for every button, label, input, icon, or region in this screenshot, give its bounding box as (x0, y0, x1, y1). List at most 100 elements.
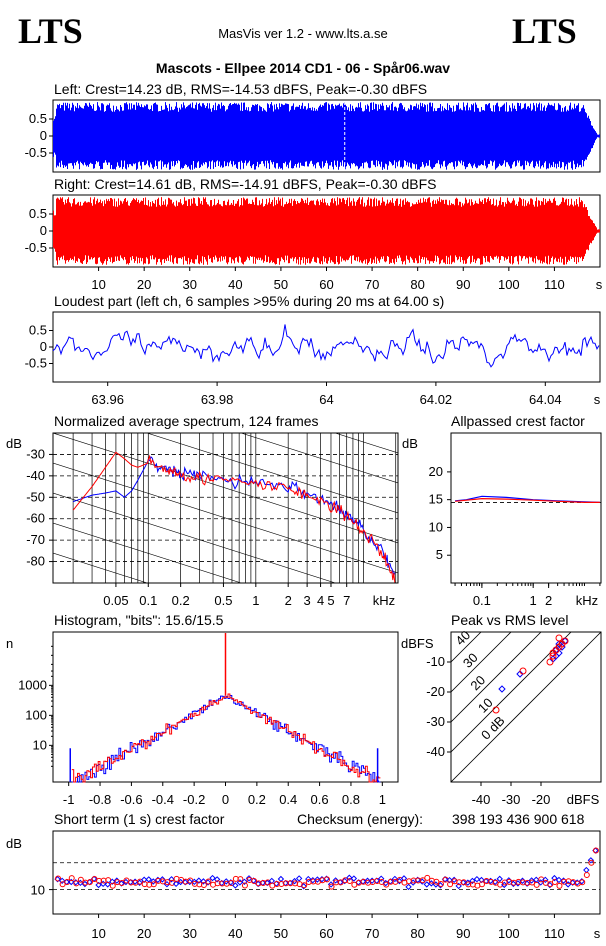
short-term-crest-point-right (328, 883, 335, 890)
spectrum-xtick-label: 0.1 (139, 593, 157, 608)
short-term-crest-point-right (588, 859, 595, 866)
short-term-crest-xtick-label: 80 (410, 926, 424, 941)
histogram-xtick-label: 0.8 (342, 792, 360, 807)
peak-vs-rms-point-right (555, 634, 563, 642)
short-term-crest-xtick-label: 20 (137, 926, 151, 941)
short-term-crest-point-right (447, 881, 454, 888)
peak-vs-rms-xlabel: dBFS (567, 792, 600, 807)
peak-vs-rms-diagonal (451, 632, 572, 753)
short-term-crest-xtick-label: 10 (91, 926, 105, 941)
right-waveform-xtick-label: 90 (456, 277, 470, 292)
loudest-part-xunit: s (594, 392, 601, 407)
peak-vs-rms-point-right (561, 637, 569, 645)
short-term-crest-xtick-label: 70 (365, 926, 379, 941)
allpassed-crest-series-right (455, 497, 600, 503)
short-term-crest-point-right (241, 882, 248, 889)
spectrum-xtick-label: 3 (304, 593, 311, 608)
allpassed-crest-ytick-label: 15 (429, 492, 443, 507)
short-term-crest-point-left (555, 876, 563, 884)
checksum-value: 398 193 436 900 618 (452, 811, 585, 827)
short-term-crest-point-left (200, 878, 207, 885)
spectrum-ytick-label: -60 (26, 511, 45, 526)
short-term-crest-point-left (455, 882, 462, 890)
short-term-crest-title: Short term (1 s) crest factor (54, 811, 225, 827)
loudest-part-signal (52, 324, 600, 368)
spectrum-series-left (72, 455, 396, 577)
short-term-crest-point-right (228, 879, 235, 886)
histogram-ytick-label: 10 (33, 737, 47, 752)
short-term-crest-point-right (556, 882, 563, 889)
peak-vs-rms-ytick-label: -30 (426, 714, 445, 729)
histogram-title: Histogram, "bits": 15.6/15.5 (54, 612, 224, 628)
peak-vs-rms-title: Peak vs RMS level (451, 612, 569, 628)
spectrum-ylabel: dB (6, 436, 22, 451)
allpassed-crest-xtick-label: 1 (530, 593, 537, 608)
left-waveform-ytick-label: 0 (40, 128, 47, 143)
short-term-crest-point-right (301, 882, 308, 889)
short-term-crest-point-left (478, 876, 485, 884)
peak-vs-rms-point-right (519, 667, 527, 675)
short-term-crest-point-left (95, 881, 102, 889)
peak-vs-rms-xtick-label: -40 (472, 792, 491, 807)
right-waveform-ytick-label: -0.5 (25, 240, 47, 255)
spectrum-xtick-label: 0.5 (214, 593, 232, 608)
short-term-crest-point-left (332, 877, 339, 884)
peak-vs-rms-point-left (555, 640, 563, 648)
spectrum-slope-line (334, 433, 398, 454)
peak-vs-rms-ytick-label: -10 (426, 654, 445, 669)
peak-vs-rms-diagonal (451, 632, 512, 693)
histogram-xtick-label: 0.4 (279, 792, 297, 807)
histogram-ytick-label: 100 (25, 707, 47, 722)
histogram-xtick-label: -0.2 (183, 792, 205, 807)
short-term-crest-point-left (496, 875, 503, 883)
spectrum-slope-line (146, 433, 398, 514)
peak-vs-rms-diagonal-label: 20 (467, 672, 488, 693)
short-term-crest-point-left (140, 876, 148, 883)
loudest-part-xtick-label: 63.96 (91, 392, 124, 407)
spectrum-slope-line (53, 462, 398, 574)
spectrum-xtick-label: 4 (317, 593, 324, 608)
spectrum-xtick-label: 7 (343, 593, 350, 608)
short-term-crest-point-right (592, 847, 599, 854)
spectrum-slope-line (53, 733, 398, 843)
short-term-crest-xtick-label: 110 (544, 926, 565, 941)
short-term-crest-point-right (551, 879, 558, 886)
peak-vs-rms-point-right (549, 652, 557, 660)
short-term-crest-point-right (346, 878, 353, 885)
short-term-crest-point-left (314, 876, 321, 883)
peak-vs-rms-diagonal-label: 0 dB (478, 713, 508, 743)
short-term-crest-point-left (473, 875, 481, 883)
right-waveform-xtick-label: 70 (365, 277, 379, 292)
short-term-crest-point-right (64, 879, 71, 886)
spectrum-slope-line (53, 552, 149, 583)
short-term-crest-point-right (419, 877, 426, 884)
short-term-crest-point-left (327, 881, 335, 888)
spectrum-xtick-label: 2 (285, 593, 292, 608)
short-term-crest-point-left (583, 866, 590, 874)
allpassed-crest-frame (450, 432, 602, 584)
histogram-ylabel: n (6, 636, 13, 651)
histogram-xtick-label: 0.2 (248, 792, 266, 807)
short-term-crest-point-right (86, 879, 93, 886)
file-title: Mascots - Ellpee 2014 CD1 - 06 - Spår06.… (155, 60, 451, 76)
short-term-crest-point-right (533, 881, 540, 888)
spectrum-slope-line (53, 763, 398, 873)
right-waveform-xtick-label: 110 (544, 277, 565, 292)
left-waveform-ytick-label: -0.5 (25, 145, 47, 160)
spectrum-ytick-label: -50 (26, 489, 45, 504)
short-term-crest-point-left (587, 857, 595, 864)
histogram-xtick-label: 1 (379, 792, 386, 807)
short-term-crest-point-left (542, 876, 549, 884)
allpassed-crest-ytick-label: 20 (429, 464, 443, 479)
spectrum-ytick-label: -80 (26, 554, 45, 569)
short-term-crest-point-right (529, 879, 536, 886)
allpassed-crest-title: Allpassed crest factor (451, 413, 585, 429)
peak-vs-rms-diagonal (451, 632, 542, 723)
short-term-crest-point-left (172, 880, 180, 888)
short-term-crest-point-right (237, 876, 244, 883)
allpassed-crest-xtick-label: 2 (545, 593, 552, 608)
short-term-crest-xtick-label: 100 (498, 926, 520, 941)
short-term-crest-ytick-label: 10 (31, 883, 45, 898)
short-term-crest-point-right (478, 881, 485, 888)
allpassed-crest-xtick-label: 0.1 (473, 593, 491, 608)
